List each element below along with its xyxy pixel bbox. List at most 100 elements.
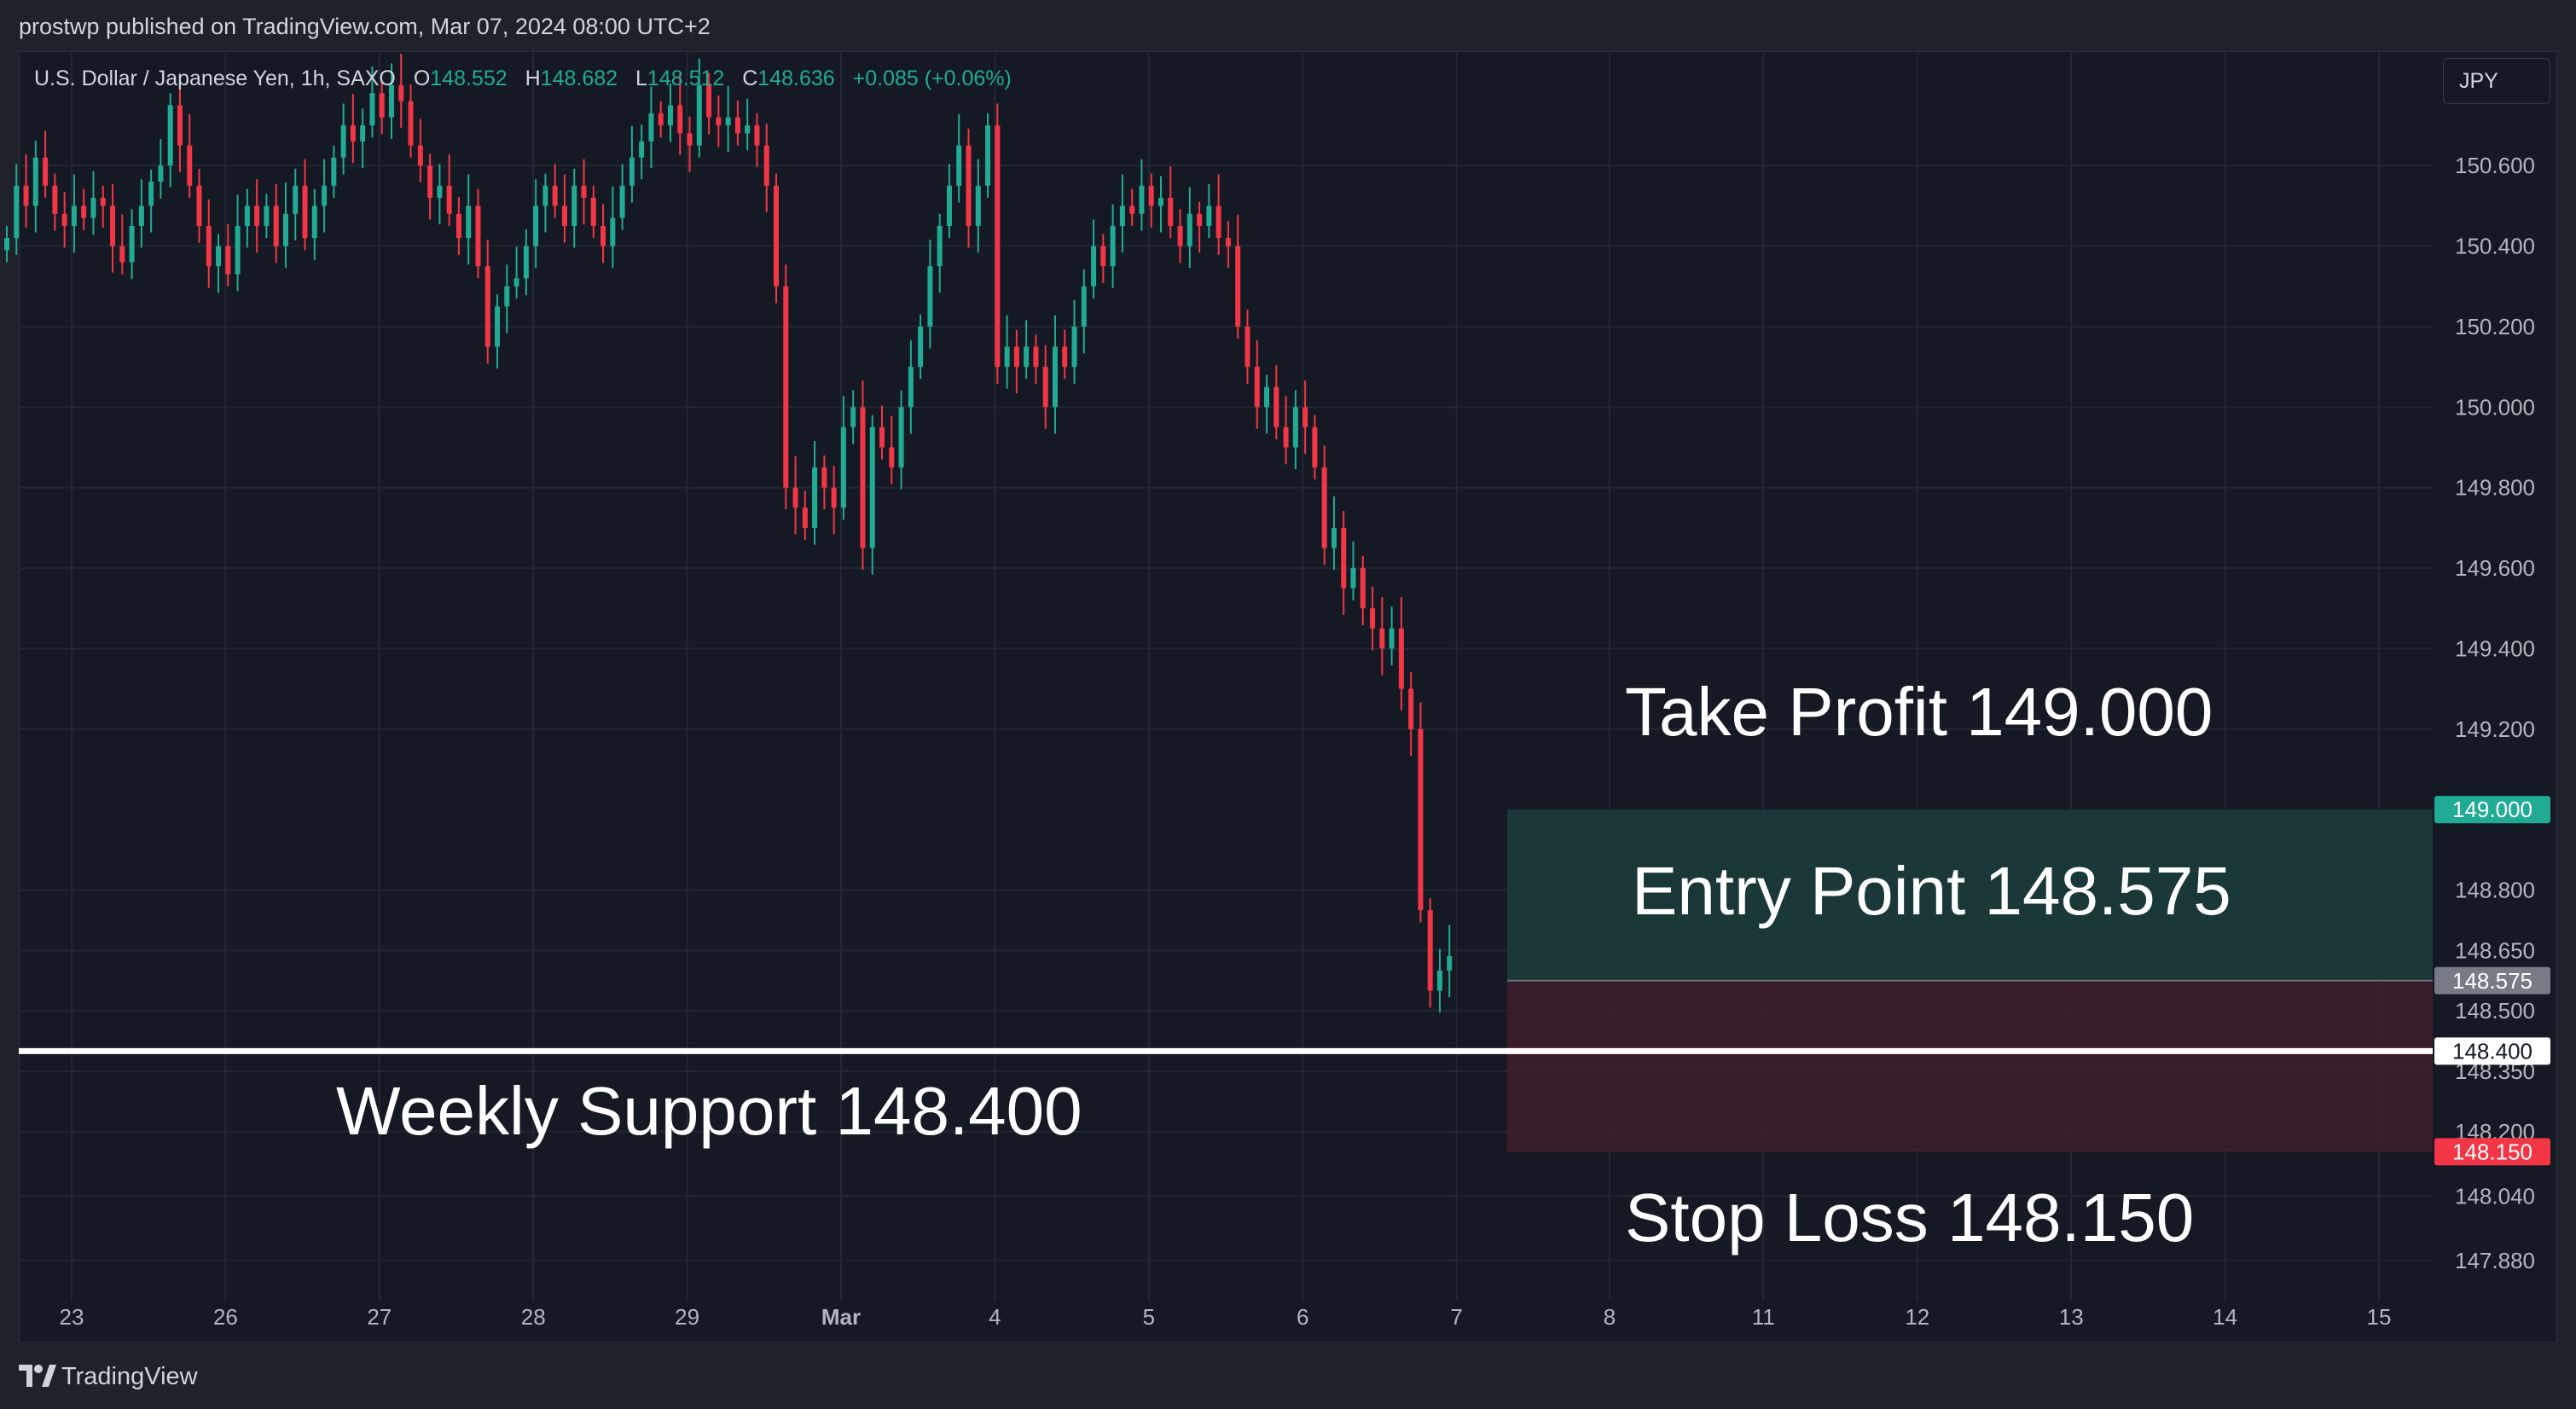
candle-body[interactable] <box>1427 910 1433 991</box>
candle-body[interactable] <box>350 125 356 142</box>
candle-body[interactable] <box>138 206 144 226</box>
candle-body[interactable] <box>706 84 712 118</box>
candle-body[interactable] <box>52 185 58 214</box>
candle-body[interactable] <box>273 206 279 246</box>
candle-body[interactable] <box>311 206 317 239</box>
candle-body[interactable] <box>937 225 943 267</box>
candle-body[interactable] <box>322 185 328 206</box>
take-profit-zone[interactable] <box>1507 809 2433 981</box>
candle-body[interactable] <box>446 185 452 214</box>
candle-body[interactable] <box>879 426 885 448</box>
candle-body[interactable] <box>1447 956 1453 971</box>
candle-body[interactable] <box>216 246 222 267</box>
candle-body[interactable] <box>119 246 125 263</box>
candle-body[interactable] <box>495 306 501 347</box>
candle-body[interactable] <box>32 157 38 206</box>
candle-body[interactable] <box>225 246 231 275</box>
candle-body[interactable] <box>1283 426 1289 448</box>
candle-body[interactable] <box>235 225 241 275</box>
candle-body[interactable] <box>561 206 567 226</box>
candle-body[interactable] <box>1129 206 1135 214</box>
stop-loss-zone[interactable] <box>1507 980 2433 1152</box>
candle-body[interactable] <box>264 206 270 226</box>
candle-body[interactable] <box>667 105 673 125</box>
candle-body[interactable] <box>533 206 539 246</box>
candle-body[interactable] <box>389 84 394 118</box>
candle-body[interactable] <box>860 407 866 548</box>
candle-body[interactable] <box>1110 225 1116 267</box>
candle-body[interactable] <box>61 213 67 226</box>
candle-body[interactable] <box>302 185 308 239</box>
candle-body[interactable] <box>966 145 972 226</box>
candle-body[interactable] <box>455 213 461 239</box>
candle-body[interactable] <box>840 426 846 508</box>
candle-body[interactable] <box>1215 206 1221 239</box>
candle-body[interactable] <box>129 225 135 263</box>
candle-body[interactable] <box>369 93 375 125</box>
candle-body[interactable] <box>244 206 250 226</box>
candle-body[interactable] <box>542 185 548 206</box>
candle-body[interactable] <box>1225 238 1231 246</box>
candle-body[interactable] <box>1139 185 1145 214</box>
candle-body[interactable] <box>1062 346 1068 368</box>
candle-body[interactable] <box>1292 407 1298 448</box>
candle-body[interactable] <box>1033 346 1039 368</box>
candle-body[interactable] <box>1244 326 1250 368</box>
candle-body[interactable] <box>1100 246 1106 267</box>
candle-body[interactable] <box>774 185 779 287</box>
candle-body[interactable] <box>466 206 472 239</box>
candle-body[interactable] <box>1004 346 1010 368</box>
candle-body[interactable] <box>1360 568 1366 609</box>
candle-body[interactable] <box>340 125 346 158</box>
candle-body[interactable] <box>427 165 433 198</box>
candle-body[interactable] <box>889 447 895 468</box>
candle-body[interactable] <box>927 266 933 327</box>
candle-body[interactable] <box>687 133 693 146</box>
candle-body[interactable] <box>696 84 702 146</box>
candle-body[interactable] <box>293 185 299 214</box>
candle-body[interactable] <box>581 185 587 198</box>
candle-body[interactable] <box>167 105 173 166</box>
candle-body[interactable] <box>754 125 760 146</box>
candle-body[interactable] <box>1370 608 1376 629</box>
candle-body[interactable] <box>1168 197 1174 226</box>
candle-body[interactable] <box>1091 246 1097 287</box>
candle-body[interactable] <box>1177 225 1183 246</box>
candle-body[interactable] <box>504 286 510 307</box>
candle-body[interactable] <box>1379 628 1385 649</box>
candle-body[interactable] <box>1148 185 1154 206</box>
candle-body[interactable] <box>1119 206 1125 226</box>
currency-button[interactable]: JPY <box>2443 58 2550 104</box>
candle-body[interactable] <box>1408 688 1414 729</box>
candle-body[interactable] <box>1013 346 1019 368</box>
candle-body[interactable] <box>1042 367 1048 408</box>
candle-body[interactable] <box>677 105 683 134</box>
candle-body[interactable] <box>1081 286 1087 327</box>
candle-body[interactable] <box>1312 426 1318 468</box>
candle-body[interactable] <box>14 185 20 239</box>
candle-body[interactable] <box>1398 628 1404 689</box>
candle-body[interactable] <box>90 197 96 218</box>
candle-body[interactable] <box>590 197 596 226</box>
candle-body[interactable] <box>1158 197 1163 206</box>
candle-body[interactable] <box>850 407 856 427</box>
candle-body[interactable] <box>177 105 183 146</box>
candle-body[interactable] <box>821 467 827 488</box>
candle-body[interactable] <box>513 278 519 287</box>
candle-body[interactable] <box>792 487 798 508</box>
candle-body[interactable] <box>1321 467 1327 548</box>
candle-body[interactable] <box>745 125 751 134</box>
candle-body[interactable] <box>629 157 635 186</box>
candle-body[interactable] <box>1071 326 1077 368</box>
candle-body[interactable] <box>282 213 288 246</box>
candle-body[interactable] <box>1206 206 1212 226</box>
candle-body[interactable] <box>23 185 29 206</box>
candle-body[interactable] <box>802 507 808 528</box>
candle-body[interactable] <box>1436 971 1442 991</box>
candle-body[interactable] <box>639 141 645 158</box>
candle-body[interactable] <box>869 426 875 548</box>
candle-body[interactable] <box>648 113 654 142</box>
candle-body[interactable] <box>1197 213 1203 226</box>
candle-body[interactable] <box>610 217 616 246</box>
